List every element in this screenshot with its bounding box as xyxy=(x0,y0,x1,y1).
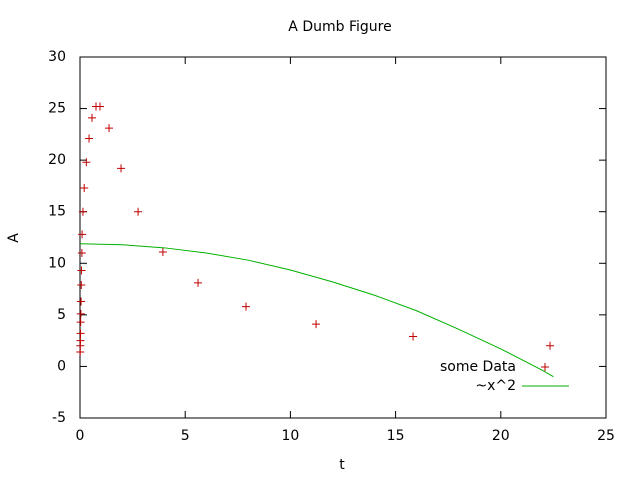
y-tick-label: 25 xyxy=(48,101,66,117)
data-point xyxy=(76,329,85,338)
data-point xyxy=(78,230,87,239)
x-tick-label: 10 xyxy=(281,428,299,444)
data-point xyxy=(76,336,85,345)
data-point xyxy=(80,183,89,192)
x-tick-label: 15 xyxy=(387,428,405,444)
data-line xyxy=(79,243,554,378)
y-tick-label: 0 xyxy=(57,358,66,374)
data-point xyxy=(242,302,251,311)
data-point xyxy=(95,102,104,111)
data-point xyxy=(546,341,555,350)
x-tick-label: 5 xyxy=(181,428,190,444)
y-tick-label: 15 xyxy=(48,204,66,220)
data-point xyxy=(312,320,321,329)
x-tick-label: 25 xyxy=(597,428,615,444)
y-tick-label: -5 xyxy=(52,410,66,426)
data-point xyxy=(105,124,114,133)
x-tick-label: 20 xyxy=(492,428,510,444)
data-point xyxy=(409,332,418,341)
data-point xyxy=(82,158,91,167)
x-axis-label: t xyxy=(339,457,345,473)
y-tick-label: 20 xyxy=(48,152,66,168)
legend-label: some Data xyxy=(440,359,516,375)
legend-label: ~x^2 xyxy=(475,378,516,394)
data-point xyxy=(158,247,167,256)
data-point xyxy=(78,207,87,216)
data-point xyxy=(134,207,143,216)
data-point xyxy=(194,278,203,287)
data-point xyxy=(77,280,86,289)
data-point xyxy=(76,309,85,318)
y-tick-label: 5 xyxy=(57,307,66,323)
x-tick-label: 0 xyxy=(76,428,85,444)
data-point xyxy=(77,297,86,306)
y-axis-label: A xyxy=(6,233,22,243)
data-point xyxy=(117,164,126,173)
y-tick-label: 10 xyxy=(48,255,66,271)
plot-border xyxy=(79,56,607,419)
data-point xyxy=(76,318,85,327)
chart-title: A Dumb Figure xyxy=(288,19,391,35)
y-tick-label: 30 xyxy=(48,49,66,65)
data-point xyxy=(87,113,96,122)
legend-marker xyxy=(541,363,549,371)
data-point xyxy=(77,248,86,257)
data-point xyxy=(85,134,94,143)
data-point xyxy=(77,266,86,275)
